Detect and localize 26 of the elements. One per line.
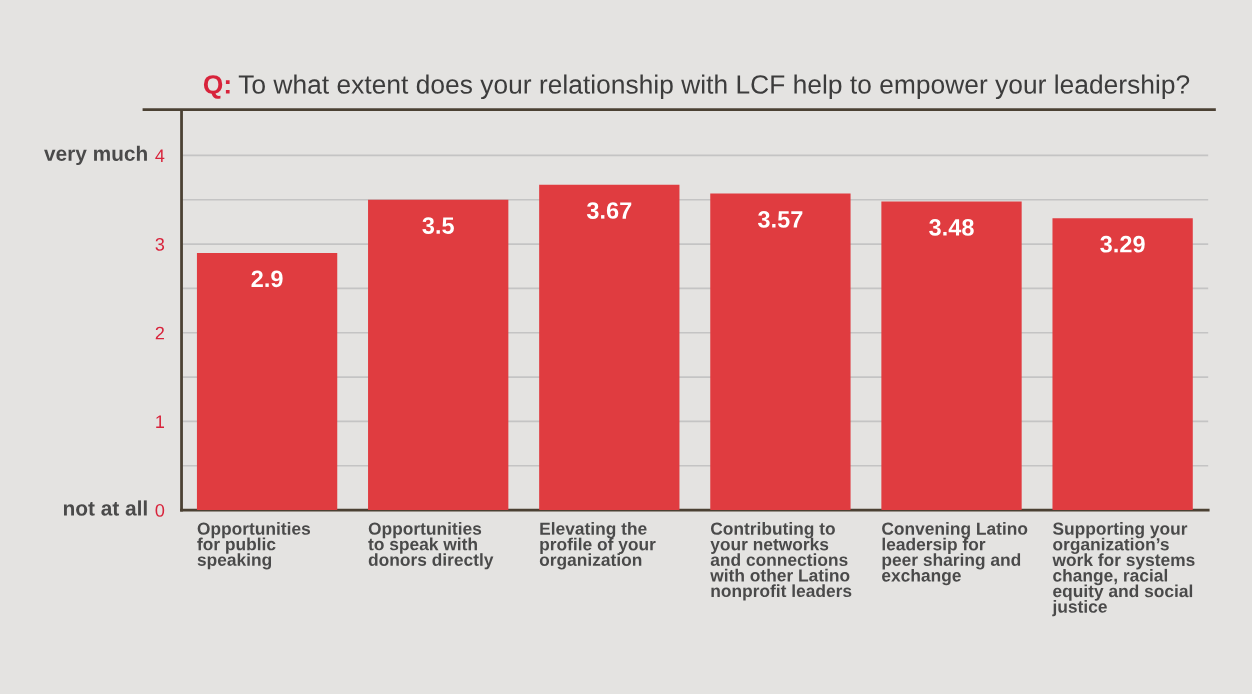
y-tick-label: 2 — [155, 326, 164, 340]
bar — [1052, 218, 1193, 511]
data-label: 3.29 — [1100, 235, 1145, 253]
data-label: 2.9 — [251, 270, 283, 288]
bar — [196, 252, 338, 511]
x-tick-label: Opportunities for public speaking — [197, 522, 311, 570]
bar — [539, 184, 680, 511]
bar — [710, 193, 851, 511]
data-label: 3.67 — [586, 202, 632, 219]
data-label: 3.57 — [757, 211, 803, 228]
bar — [881, 201, 1022, 511]
y-tick-label: 3 — [155, 237, 165, 251]
y-tick-label: 0 — [155, 504, 165, 517]
text: very much — [44, 145, 147, 166]
x-tick-label: Opportunities to speak with donors directly — [368, 522, 494, 570]
x-tick-label: Elevating the profile of your organization — [539, 522, 656, 570]
text: not at all — [63, 500, 147, 516]
y-tick-label: 1 — [156, 415, 164, 428]
bar — [368, 199, 509, 511]
x-tick-label: Supporting your organization’s work for systems change, racial equity and social justice — [1052, 522, 1195, 617]
y-tick-label: 4 — [155, 149, 165, 162]
data-label: 3.5 — [422, 217, 454, 234]
chart-title: Q: To what extent does your relationship with LCF help to empower your leadership? — [203, 74, 1190, 100]
data-label: 3.48 — [929, 218, 974, 236]
x-tick-label: Contributing to your networks and connections with other Latino nonprofit leaders — [710, 522, 852, 601]
x-tick-label: Convening Latino leadersip for peer sharing and exchange — [882, 522, 1028, 586]
